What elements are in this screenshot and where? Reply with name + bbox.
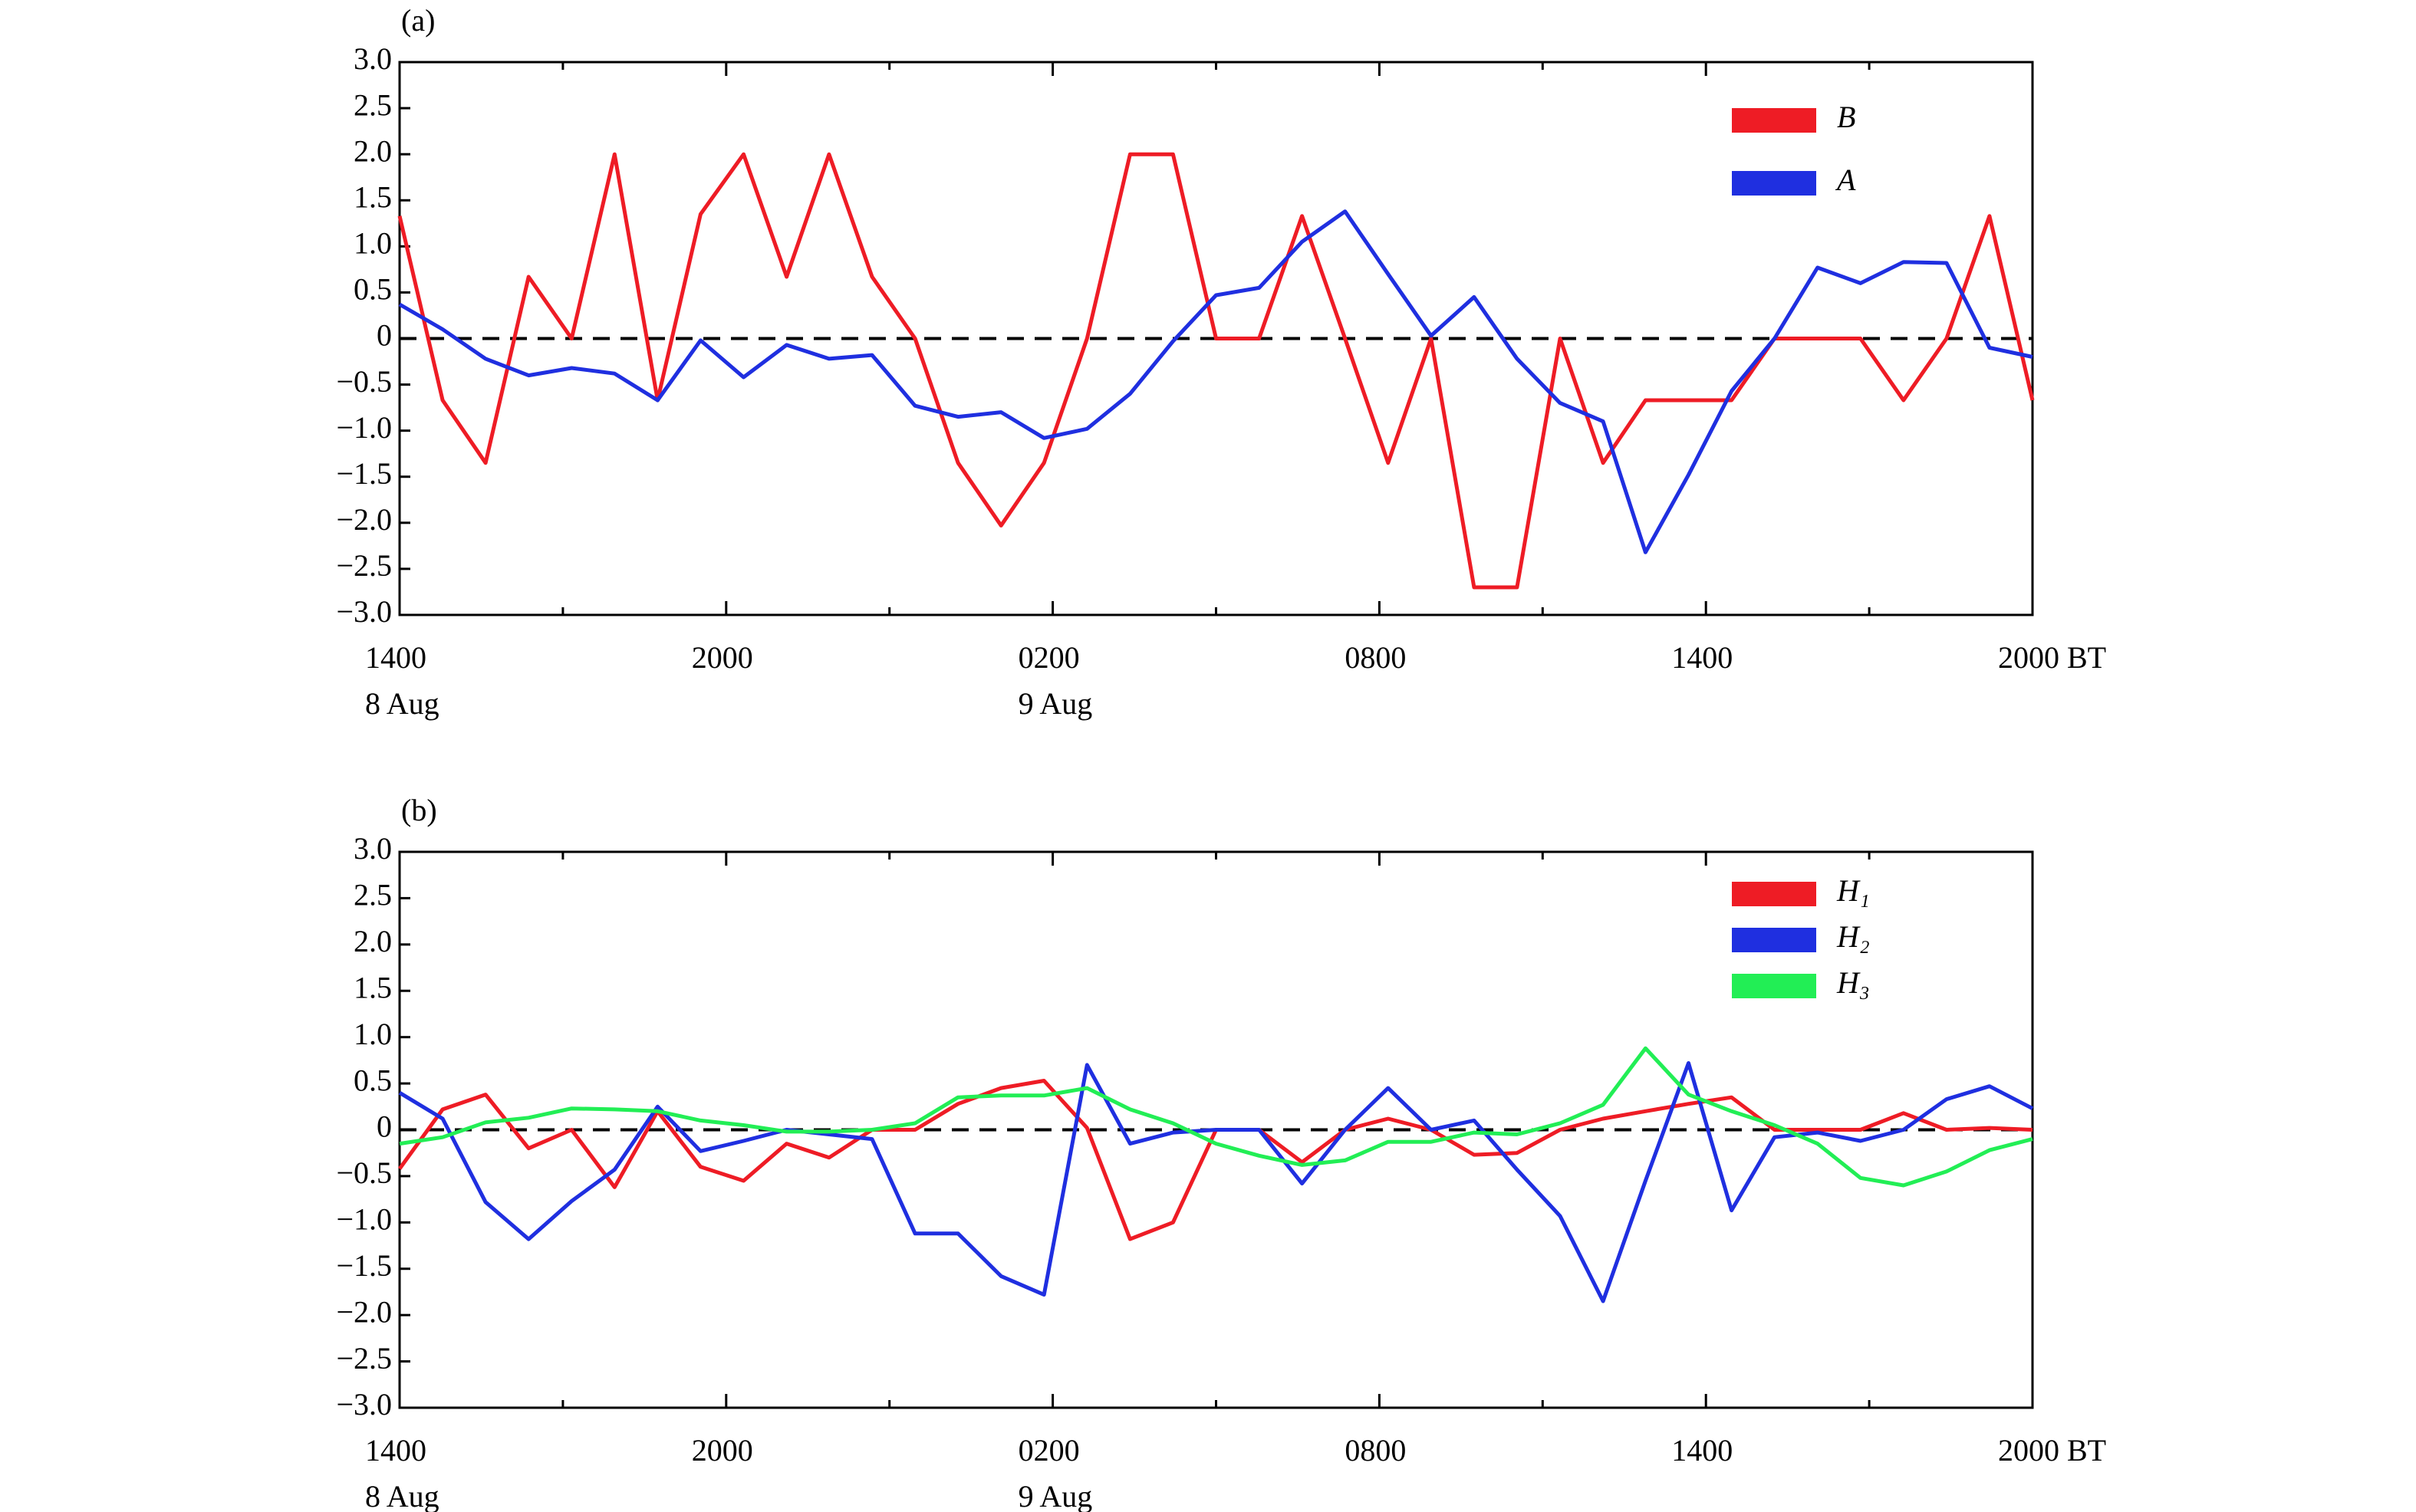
y-tick-label: −1.0 xyxy=(336,1202,392,1237)
x-tick-label: 0800 xyxy=(1345,640,1406,675)
legend-swatch xyxy=(1732,928,1816,952)
series-line xyxy=(398,1061,2034,1303)
x-tick-label: 0200 xyxy=(1019,1433,1080,1468)
x-tick-label: 1400 xyxy=(1671,1433,1733,1468)
legend-label: H₂ xyxy=(1836,919,1870,954)
x-tick-label: 0800 xyxy=(1345,1433,1406,1468)
x-tick-label: 2000 BT xyxy=(1998,1433,2106,1468)
y-tick-label: 3.0 xyxy=(354,831,392,866)
legend-swatch xyxy=(1732,882,1816,906)
x-tick-label: 0200 xyxy=(1019,640,1080,675)
x-tick-label: 2000 xyxy=(692,640,753,675)
y-tick-label: 1.0 xyxy=(354,1017,392,1051)
y-tick-label: −0.5 xyxy=(336,364,392,399)
x-date-label: 9 Aug xyxy=(1019,1479,1093,1512)
y-tick-label: 0 xyxy=(377,1109,392,1144)
legend-label: A xyxy=(1835,163,1856,197)
y-tick-label: −0.5 xyxy=(336,1155,392,1190)
panel-label: (a) xyxy=(401,3,435,38)
y-tick-label: −3.0 xyxy=(336,1387,392,1422)
y-tick-label: 1.5 xyxy=(354,179,392,214)
y-tick-label: −1.5 xyxy=(336,456,392,491)
y-tick-label: −2.5 xyxy=(336,1341,392,1376)
x-date-label: 8 Aug xyxy=(365,686,439,721)
y-tick-label: 2.5 xyxy=(354,878,392,912)
y-tick-label: 1.0 xyxy=(354,226,392,261)
y-tick-label: −2.5 xyxy=(336,548,392,583)
x-date-label: 8 Aug xyxy=(365,1479,439,1512)
x-tick-label: 2000 xyxy=(692,1433,753,1468)
y-tick-label: 0.5 xyxy=(354,1063,392,1097)
y-tick-label: 0.5 xyxy=(354,272,392,307)
y-tick-label: −2.0 xyxy=(336,1294,392,1329)
x-tick-label: 1400 xyxy=(1671,640,1733,675)
legend-label: H₁ xyxy=(1836,873,1870,908)
y-tick-label: 3.0 xyxy=(354,41,392,76)
y-tick-label: 2.0 xyxy=(354,133,392,168)
panel-label: (b) xyxy=(401,793,437,827)
x-date-label: 9 Aug xyxy=(1019,686,1093,721)
series-line xyxy=(398,209,2033,554)
series-line xyxy=(397,152,2035,590)
y-tick-label: 2.0 xyxy=(354,924,392,958)
x-tick-label: 2000 BT xyxy=(1998,640,2106,675)
x-tick-label: 1400 xyxy=(365,1433,426,1468)
y-tick-label: −3.0 xyxy=(336,594,392,629)
legend-swatch xyxy=(1732,171,1816,196)
y-tick-label: −1.5 xyxy=(336,1248,392,1283)
y-tick-label: 2.5 xyxy=(354,87,392,122)
y-tick-label: 0 xyxy=(377,318,392,353)
x-tick-label: 1400 xyxy=(365,640,426,675)
y-tick-label: −2.0 xyxy=(336,502,392,537)
legend-label: B xyxy=(1837,100,1855,134)
y-tick-label: −1.0 xyxy=(336,410,392,445)
series-line xyxy=(397,1079,2033,1241)
series-line xyxy=(399,1046,2033,1188)
y-tick-label: 1.5 xyxy=(354,970,392,1004)
legend-swatch xyxy=(1732,974,1816,998)
legend-label: H₃ xyxy=(1836,965,1870,1000)
legend-swatch xyxy=(1732,108,1816,133)
